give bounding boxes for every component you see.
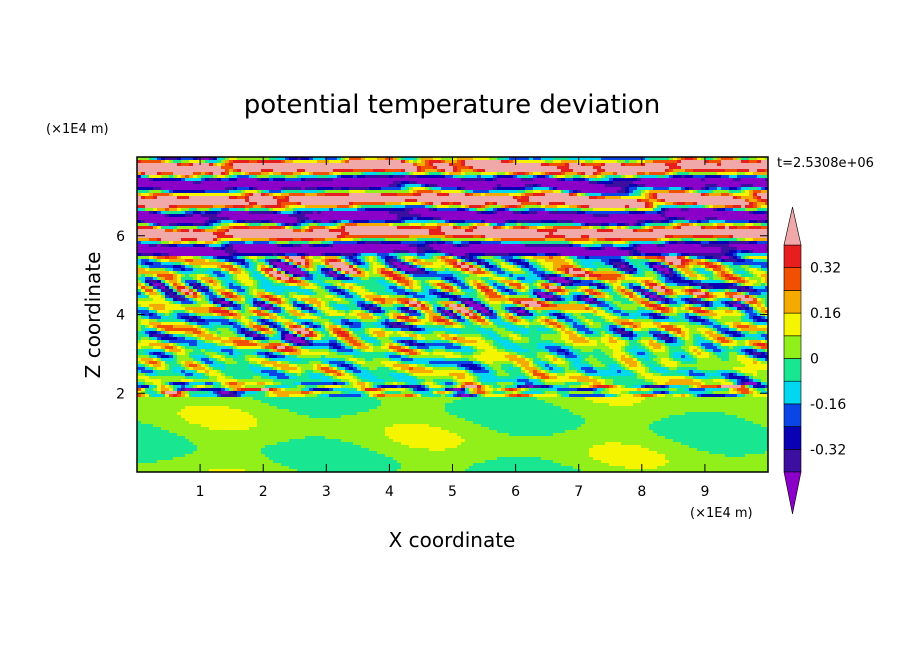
x-tick-label: 2 [259,484,268,500]
colorbar-tick-label: -0.32 [810,442,846,458]
x-axis-label: X coordinate [389,528,516,552]
colorbar-tick-label: -0.16 [810,397,846,413]
x-axis-unit: (×1E4 m) [690,506,753,521]
y-axis-label: Z coordinate [81,252,105,379]
x-tick-label: 4 [385,484,394,500]
x-tick-label: 3 [322,484,331,500]
colorbar-segment [783,448,802,473]
colorbar-segment [783,403,802,427]
colorbar-segment [783,335,802,359]
colorbar-tick-label: 0 [810,352,819,368]
y-tick-label: 6 [116,229,125,245]
colorbar-min-arrow [783,471,802,515]
y-tick-label: 2 [116,386,125,402]
x-tick-label: 6 [511,484,520,500]
colorbar-segment [783,358,802,382]
colorbar-segment [783,380,802,405]
colorbar-segment [783,290,802,314]
time-label: t=2.5308e+06 [777,156,874,171]
colorbar-segment [783,244,802,269]
chart-title: potential temperature deviation [244,90,660,120]
y-tick-label: 4 [116,308,125,324]
colorbar-segment [783,312,802,337]
x-tick-label: 7 [574,484,583,500]
colorbar-segment [783,267,802,291]
y-axis-unit: (×1E4 m) [46,122,109,137]
colorbar-segment [783,426,802,450]
contour-field [137,157,768,472]
x-tick-label: 8 [637,484,646,500]
x-axis: 1 2 3 4 5 6 7 8 9 [196,157,709,500]
colorbar-tick-label: 0.32 [810,261,841,277]
colorbar-tick-label: 0.16 [810,306,841,322]
x-tick-label: 1 [196,484,205,500]
x-tick-label: 5 [448,484,457,500]
colorbar: 0.32 0.16 0 -0.16 -0.32 [783,206,846,515]
colorbar-max-arrow [783,206,802,246]
x-tick-label: 9 [700,484,709,500]
y-axis: 2 4 6 [116,229,768,402]
